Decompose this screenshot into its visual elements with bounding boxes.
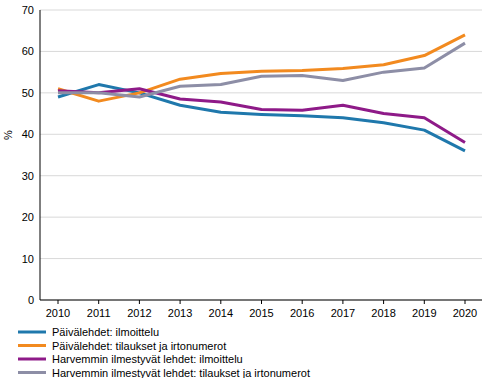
y-tick-label: 0 [28,294,34,306]
chart: 0 10 20 30 40 50 60 70% 2010 2011 2012 2013 2014 2015… [0,0,492,378]
y-tick-label: 10 [22,253,34,265]
grid-line [40,134,482,135]
legend-swatch [18,371,46,374]
grid-line [40,217,482,218]
y-tick-label: 60 [22,45,34,57]
x-tick-label: 2013 [168,307,192,319]
x-tick [220,300,221,304]
y-tick-label: 20 [22,211,34,223]
x-tick [139,300,140,304]
x-tick-label: 2016 [290,307,314,319]
plot-area [58,35,465,151]
x-tick [58,300,59,304]
x-tick-label: 2019 [412,307,436,319]
grid-line [40,51,482,52]
x-tick-label: 2018 [371,307,395,319]
x-tick-label: 2011 [87,307,111,319]
x-tick [424,300,425,304]
x-tick-label: 2014 [209,307,233,319]
grid-line [40,175,482,176]
x-tick-label: 2012 [127,307,151,319]
x-tick [261,300,262,304]
legend-swatch [18,344,46,347]
x-tick-label: 2017 [331,307,355,319]
x-tick-label: 2010 [46,307,70,319]
legend-swatch [18,331,46,334]
x-tick [383,300,384,304]
x-tick [342,300,343,304]
x-tick-label: 2020 [453,307,477,319]
legend-swatch [18,358,46,361]
y-tick-label: 30 [22,170,34,182]
y-tick-label: 50 [22,87,34,99]
x-tick [180,300,181,304]
grid-line [40,10,482,11]
series-line [58,89,465,143]
legend-label: Päivälehdet: tilaukset ja irtonumerot [52,340,226,352]
series-line [58,43,465,97]
y-axis [40,10,41,300]
y-tick-label: 70 [22,4,34,16]
legend-label: Harvemmin ilmestyvät lehdet: ilmoittelu [52,353,243,365]
x-tick [465,300,466,304]
x-tick-label: 2015 [249,307,273,319]
x-tick [302,300,303,304]
legend-label: Päivälehdet: ilmoittelu [52,326,159,338]
legend-label: Harvemmin ilmestyvät lehdet: tilaukset j… [52,367,310,378]
y-axis-label: % [2,130,14,140]
grid-line [40,258,482,259]
x-tick [98,300,99,304]
y-tick-label: 40 [22,128,34,140]
